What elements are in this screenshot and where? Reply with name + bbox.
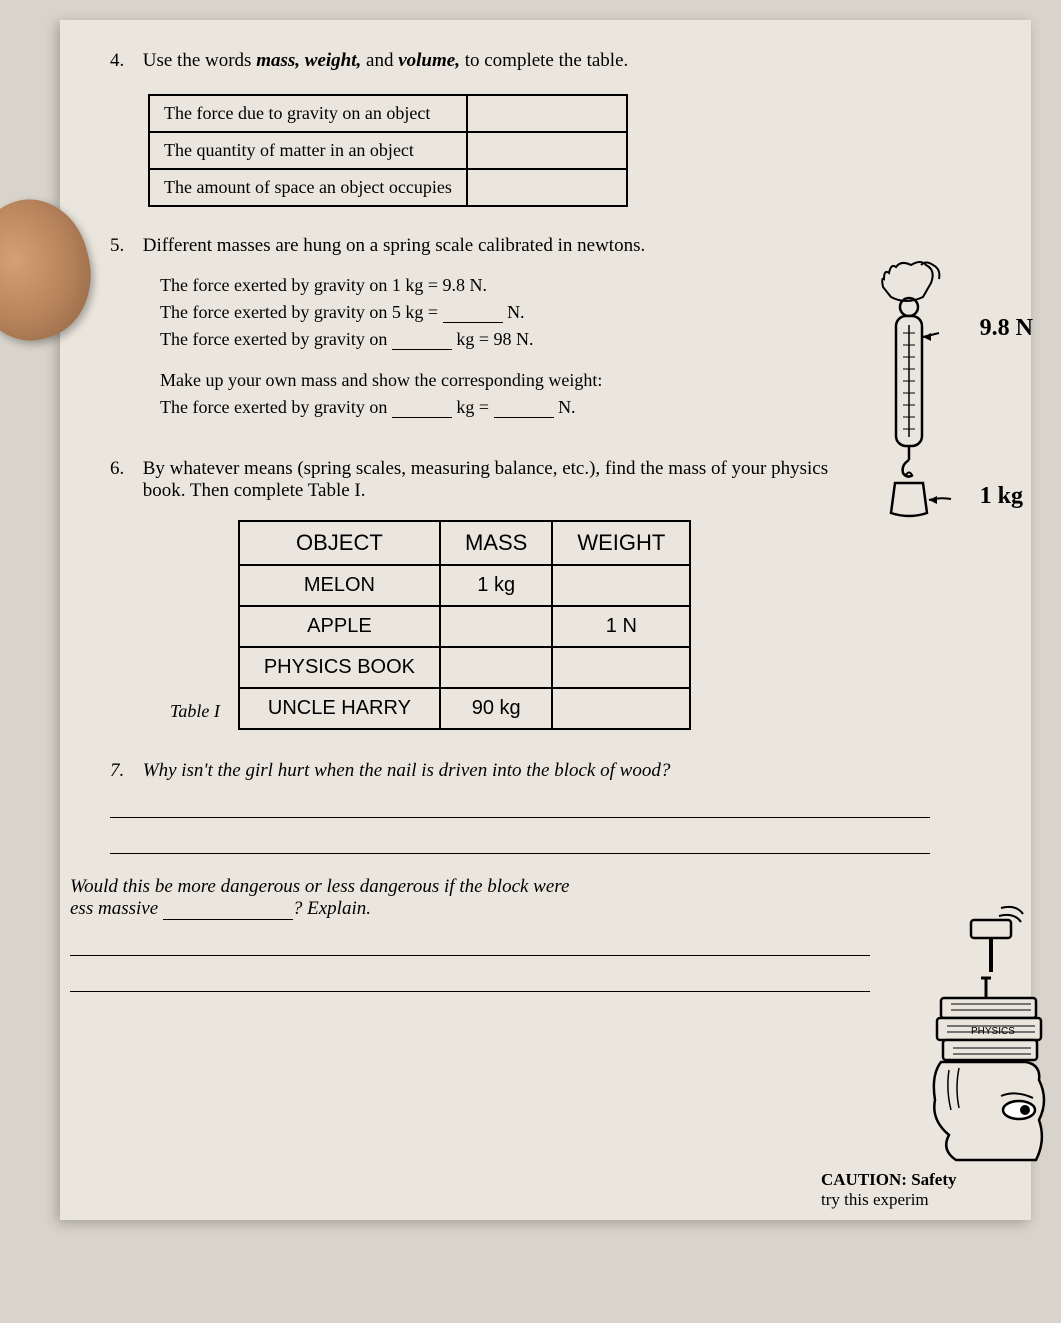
q4-row1-desc: The force due to gravity on an object [149,95,467,132]
q6-mass[interactable] [440,606,552,647]
girl-cartoon-illustration: PHYSICS [901,900,1051,1180]
q6-obj: UNCLE HARRY [239,688,440,729]
table-row: The force due to gravity on an object [149,95,627,132]
q4-row2-answer[interactable] [467,132,627,169]
q6-mass[interactable]: 1 kg [440,565,552,606]
q7-answer-line-2[interactable] [110,826,930,854]
table-row: MELON 1 kg [239,565,691,606]
q4-row2-desc: The quantity of matter in an object [149,132,467,169]
table-row: APPLE 1 N [239,606,691,647]
q4-word-weight: weight, [305,50,361,71]
q5-blank-2[interactable] [392,334,452,350]
question-7: 7. Why isn't the girl hurt when the nail… [110,760,991,992]
table-row: The quantity of matter in an object [149,132,627,169]
caution-text: CAUTION: Safety try this experim [821,1170,1021,1210]
caution-line1: CAUTION: Safety [821,1170,957,1189]
q6-col-weight: WEIGHT [552,521,690,565]
q5-line4-post: N. [554,397,576,417]
caution-line2: try this experim [821,1190,929,1209]
q4-word-volume: volume, [398,50,460,71]
q5-number: 5. [110,235,138,257]
q7-answer-line-1[interactable] [110,790,930,818]
q6-instruction: By whatever means (spring scales, measur… [143,458,863,502]
q6-col-object: OBJECT [239,521,440,565]
question-4: 4. Use the words mass, weight, and volum… [110,50,991,207]
worksheet-page: 4. Use the words mass, weight, and volum… [60,20,1031,1220]
q6-obj: APPLE [239,606,440,647]
q7b-blank[interactable] [163,904,293,920]
q6-obj: PHYSICS BOOK [239,647,440,688]
spring-scale-illustration: 9.8 N 1 kg [851,255,1001,555]
q7b-answer-line-1[interactable] [70,928,870,956]
q4-instruction-post: to complete the table. [460,50,628,71]
q4-row1-answer[interactable] [467,95,627,132]
q7b-pre: ess massive [70,898,158,919]
q6-mass[interactable] [440,647,552,688]
q6-weight[interactable] [552,688,690,729]
q4-row3-desc: The amount of space an object occupies [149,169,467,206]
q5-line4-mid: kg = [452,397,494,417]
q5-instruction: Different masses are hung on a spring sc… [143,235,645,256]
q7b-post: ? Explain. [293,898,371,919]
q5-line3-pre: The force exerted by gravity on [160,329,392,349]
q5-line2-post: N. [503,302,525,322]
q5-blank-3[interactable] [392,402,452,418]
scale-mass-label: 1 kg [980,483,1023,510]
q6-weight[interactable] [552,647,690,688]
q7b-line1: Would this be more dangerous or less dan… [70,876,991,898]
table-row: PHYSICS BOOK [239,647,691,688]
table-header-row: OBJECT MASS WEIGHT [239,521,691,565]
q6-number: 6. [110,458,138,480]
q5-line3-post: kg = 98 N. [452,329,534,349]
book-label: PHYSICS [971,1026,1015,1037]
q5-line4-pre: The force exerted by gravity on [160,397,392,417]
q4-table: The force due to gravity on an object Th… [148,94,628,207]
q4-and: and [361,50,398,71]
q5-blank-4[interactable] [494,402,554,418]
q4-instruction-pre: Use the words [143,50,256,71]
q4-number: 4. [110,50,138,72]
q7-text: Why isn't the girl hurt when the nail is… [143,760,671,781]
q4-word-mass: mass, [256,50,300,71]
table-row: UNCLE HARRY 90 kg [239,688,691,729]
q6-col-mass: MASS [440,521,552,565]
scale-reading-label: 9.8 N [980,315,1033,342]
question-5: 5. Different masses are hung on a spring… [110,235,991,418]
q6-mass[interactable]: 90 kg [440,688,552,729]
q6-table: OBJECT MASS WEIGHT MELON 1 kg APPLE 1 N … [238,520,692,730]
question-7b: Would this be more dangerous or less dan… [70,876,991,992]
q6-obj: MELON [239,565,440,606]
q7-number: 7. [110,760,138,782]
q6-weight[interactable]: 1 N [552,606,690,647]
q4-row3-answer[interactable] [467,169,627,206]
q6-weight[interactable] [552,565,690,606]
q5-blank-1[interactable] [443,307,503,323]
q7b-answer-line-2[interactable] [70,964,870,992]
q5-line2-pre: The force exerted by gravity on 5 kg = [160,302,443,322]
table6-caption: Table I [170,701,220,722]
table-row: The amount of space an object occupies [149,169,627,206]
